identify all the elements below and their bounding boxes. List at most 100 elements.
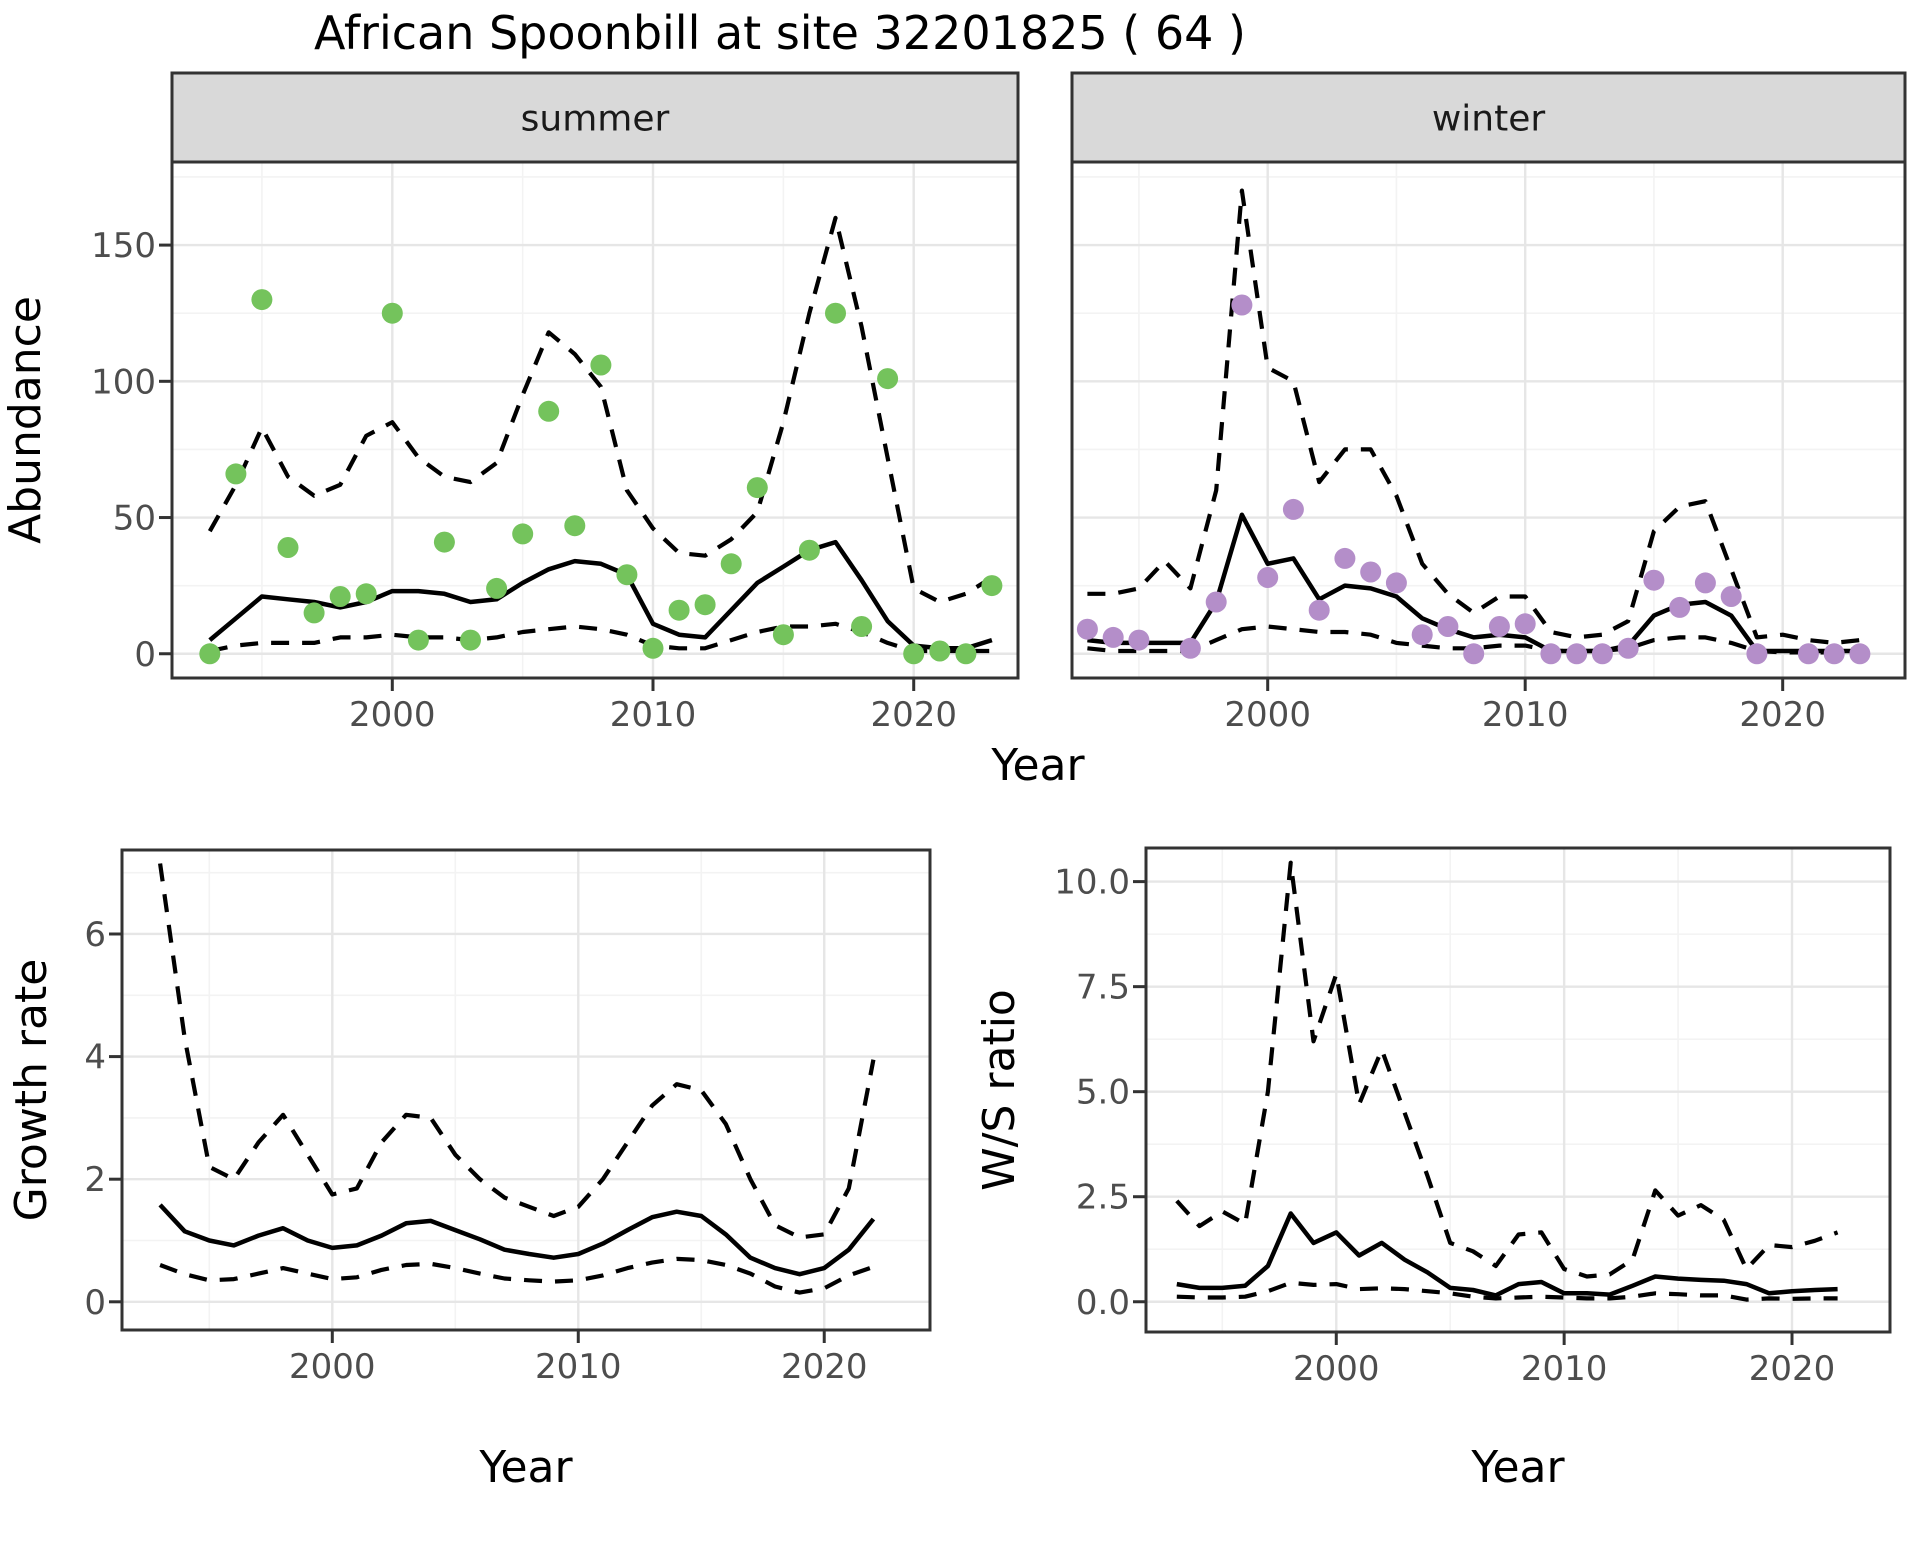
x-tick-label: 2010 [535, 1347, 622, 1387]
x-tick-label: 2020 [1739, 695, 1826, 735]
abundance-axis-title: Abundance [0, 296, 51, 544]
x-tick-label: 2010 [1521, 1349, 1608, 1389]
data-point [1334, 547, 1356, 569]
data-point [1257, 567, 1279, 588]
grid-minor [122, 850, 930, 1330]
data-point [694, 594, 716, 616]
data-point [1205, 591, 1227, 613]
data-point [433, 531, 455, 553]
data-point [1179, 637, 1201, 659]
data-point [1720, 586, 1742, 607]
x-axis-summer: 2000 2010 2020 [349, 678, 957, 735]
data-point [746, 477, 768, 499]
panel-background [1072, 162, 1905, 678]
y-tick-label: 6 [84, 915, 106, 955]
y-tick-label: 100 [91, 362, 156, 402]
y-tick-label: 4 [84, 1038, 106, 1078]
data-point [1643, 569, 1665, 591]
data-point [1411, 624, 1433, 646]
data-point [1669, 596, 1691, 618]
panel-winter: 2000 2010 2020 winter [1070, 71, 1907, 735]
data-point [1694, 572, 1716, 594]
y-tick-label: 10.0 [1054, 863, 1130, 903]
ws-axis-title: W/S ratio [974, 989, 1025, 1191]
data-point [381, 302, 403, 324]
facet-strip-summer: summer [170, 71, 1020, 164]
y-tick-label: 2.5 [1076, 1178, 1130, 1218]
panel-border [1144, 846, 1892, 1334]
y-axis-summer: 0 50 100 150 [91, 226, 172, 675]
growth-axis-title: Growth rate [6, 959, 57, 1222]
panel-ws: 2000 2010 2020 0.0 2.5 5.0 7.5 10.0 [1054, 846, 1892, 1389]
x-tick-label: 2000 [289, 1347, 376, 1387]
data-point [1617, 637, 1639, 659]
y-tick-label: 150 [91, 226, 156, 266]
series-lower-ci [1087, 624, 1861, 655]
x-axis-growth: 2000 2010 2020 [289, 1330, 868, 1387]
data-point [1488, 616, 1510, 637]
facet-strip-label: summer [521, 99, 670, 140]
series-model-median [1176, 1211, 1838, 1298]
data-point [355, 583, 377, 605]
data-point [225, 463, 247, 485]
series-observed-count [1076, 294, 1871, 665]
facet-strip-winter: winter [1070, 71, 1907, 164]
data-point [1540, 643, 1562, 665]
series-model-median [208, 539, 993, 651]
data-point [1282, 498, 1304, 520]
data-point [1308, 599, 1330, 621]
x-tick-label: 2010 [1482, 695, 1569, 735]
grid-minor [1146, 848, 1890, 1332]
data-point [303, 602, 325, 624]
data-point [1076, 618, 1098, 640]
data-point [486, 577, 508, 599]
panel-border [120, 848, 932, 1332]
data-point [903, 643, 925, 665]
x-tick-label: 2020 [870, 695, 957, 735]
x-tick-label: 2000 [1293, 1349, 1380, 1389]
series-upper-ci [158, 863, 876, 1240]
series-upper-ci [207, 215, 994, 605]
facet-strip-label: winter [1432, 99, 1546, 140]
data-point [981, 575, 1003, 597]
panel-background [122, 850, 930, 1330]
y-tick-label: 5.0 [1076, 1073, 1130, 1113]
data-point [1823, 643, 1845, 665]
panel-background [1146, 848, 1890, 1332]
data-point [199, 643, 221, 665]
panel-background [172, 162, 1018, 678]
y-axis-ws: 0.0 2.5 5.0 7.5 10.0 [1054, 863, 1146, 1323]
x-tick-label: 2000 [1224, 695, 1311, 735]
series-model-median [158, 1203, 876, 1277]
data-point [512, 523, 534, 545]
data-point [955, 643, 977, 665]
data-point [1128, 629, 1150, 651]
y-tick-label: 0.0 [1076, 1283, 1130, 1323]
data-point [929, 640, 951, 662]
data-point [564, 515, 586, 537]
data-point [251, 289, 273, 311]
data-point [1360, 561, 1382, 583]
data-point [772, 624, 794, 646]
chart-title: African Spoonbill at site 32201825 ( 64 … [314, 6, 1246, 60]
data-point [1797, 643, 1819, 665]
y-tick-label: 2 [84, 1160, 106, 1200]
data-point [1591, 643, 1613, 665]
y-tick-label: 50 [113, 499, 156, 539]
data-point [1385, 572, 1407, 594]
data-point [1849, 643, 1871, 665]
growth-year-axis-title: Year [478, 1442, 573, 1493]
grid-major [122, 850, 930, 1330]
y-tick-label: 0 [84, 1283, 106, 1323]
data-point [590, 354, 612, 376]
data-point [851, 616, 873, 637]
data-point [1746, 643, 1768, 665]
data-point [1437, 616, 1459, 637]
series-observed-count [199, 289, 1003, 665]
data-point [798, 539, 820, 561]
data-point [407, 629, 429, 651]
data-point [1231, 294, 1253, 316]
data-point [616, 564, 638, 586]
data-point [877, 368, 899, 390]
